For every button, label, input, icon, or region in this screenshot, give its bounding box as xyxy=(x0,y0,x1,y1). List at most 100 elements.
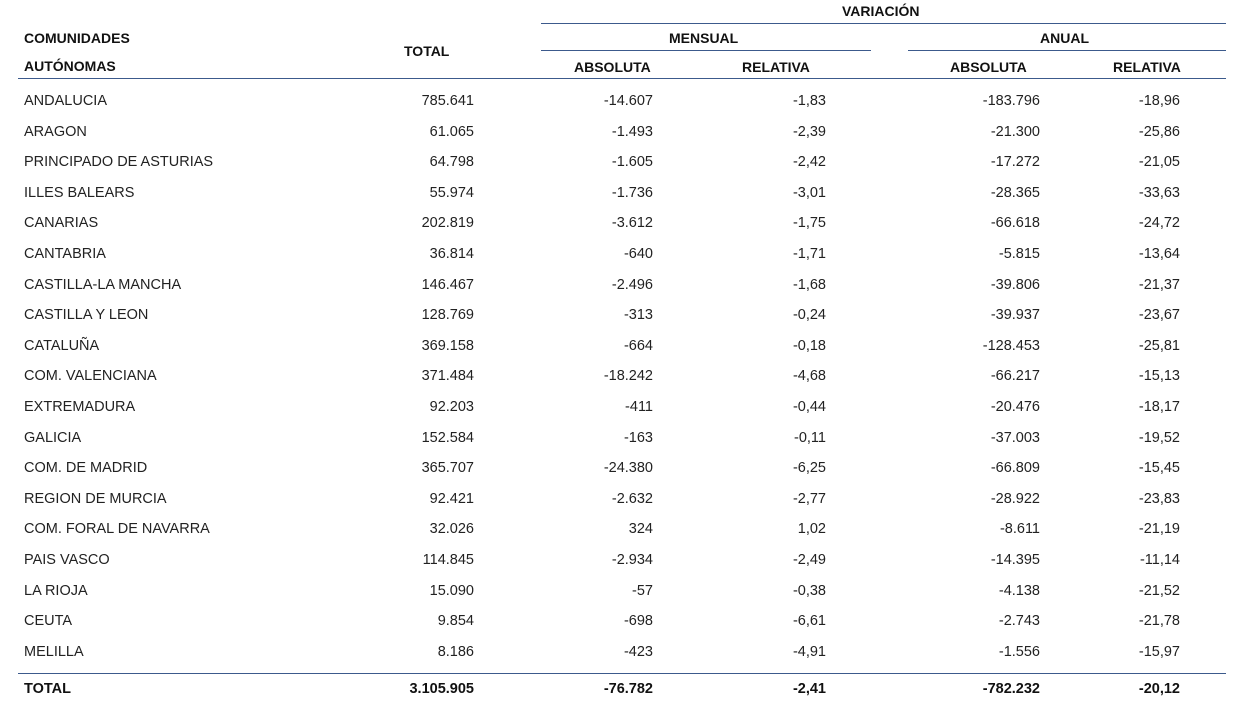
table-row: CASTILLA Y LEON 128.769 -313 -0,24 -39.937 -2… xyxy=(0,302,1250,332)
rule-header-bottom xyxy=(18,78,1226,79)
cell-mensual-relativa: -0,18 xyxy=(792,337,826,354)
cell-mensual-absoluta: -18.242 xyxy=(603,368,653,385)
cell-anual-relativa: -21,19 xyxy=(1138,521,1180,538)
cell-anual-relativa: -18,96 xyxy=(1138,93,1180,109)
cell-anual-absoluta: -39.806 xyxy=(990,276,1040,293)
cell-mensual-relativa: -3,01 xyxy=(792,184,826,201)
table-row: CEUTA 9.854 -698 -6,61 -2.743 -21,78 xyxy=(0,608,1250,638)
cell-total: 128.769 xyxy=(421,307,474,324)
cell-name: CATALUÑA xyxy=(24,337,100,354)
cell-mensual-absoluta: -14.607 xyxy=(603,93,653,109)
cell-name: LA RIOJA xyxy=(24,582,88,599)
cell-anual-absoluta: -128.453 xyxy=(982,337,1040,354)
cell-total: 64.798 xyxy=(429,154,474,171)
cell-mensual-absoluta: -423 xyxy=(623,643,653,660)
header-mensual-absoluta: ABSOLUTA xyxy=(574,59,651,75)
table-row: EXTREMADURA 92.203 -411 -0,44 -20.476 -18,17 xyxy=(0,394,1250,424)
cell-anual-absoluta: -66.618 xyxy=(990,215,1040,232)
cell-name: PRINCIPADO DE ASTURIAS xyxy=(24,154,214,171)
cell-mensual-absoluta: -3.612 xyxy=(611,215,653,232)
cell-mensual-relativa: -6,25 xyxy=(792,460,826,477)
cell-anual-relativa: -25,81 xyxy=(1138,337,1180,354)
cell-mensual-relativa: -0,38 xyxy=(792,582,826,599)
total-mensual-relativa: -2,41 xyxy=(792,681,826,697)
cell-mensual-absoluta: -24.380 xyxy=(603,460,653,477)
cell-anual-relativa: -15,13 xyxy=(1138,368,1180,385)
table-row: CASTILLA-LA MANCHA 146.467 -2.496 -1,68 -39.… xyxy=(0,272,1250,302)
rule-anual xyxy=(908,50,1226,51)
cell-anual-relativa: -18,17 xyxy=(1138,399,1180,415)
cell-anual-relativa: -25,86 xyxy=(1138,123,1180,140)
cell-anual-relativa: -23,67 xyxy=(1138,307,1180,324)
cell-anual-relativa: -11,14 xyxy=(1139,552,1180,568)
cell-mensual-relativa: -1,71 xyxy=(792,246,826,262)
header-autonomas: AUTÓNOMAS xyxy=(24,58,116,74)
cell-mensual-absoluta: -640 xyxy=(623,246,653,262)
cell-total: 9.854 xyxy=(437,613,474,630)
cell-mensual-relativa: -0,44 xyxy=(792,399,826,415)
header-mensual: MENSUAL xyxy=(669,30,739,46)
cell-anual-absoluta: -2.743 xyxy=(998,613,1040,630)
cell-anual-absoluta: -39.937 xyxy=(990,307,1040,324)
cell-mensual-absoluta: -664 xyxy=(623,337,653,354)
header-comunidades: COMUNIDADES xyxy=(24,30,130,46)
header-total: TOTAL xyxy=(404,43,450,59)
cell-mensual-absoluta: -2.934 xyxy=(611,552,653,568)
cell-anual-absoluta: -5.815 xyxy=(998,246,1040,262)
cell-mensual-relativa: -1,83 xyxy=(792,93,826,109)
total-mensual-absoluta: -76.782 xyxy=(603,681,653,697)
cell-total: 371.484 xyxy=(421,368,474,385)
total-total: 3.105.905 xyxy=(409,681,474,697)
cell-anual-absoluta: -66.217 xyxy=(990,368,1040,385)
cell-mensual-relativa: -0,11 xyxy=(794,429,826,446)
cell-total: 55.974 xyxy=(429,184,474,201)
cell-mensual-absoluta: -411 xyxy=(625,399,653,415)
cell-name: COM. VALENCIANA xyxy=(24,368,157,385)
cell-total: 92.203 xyxy=(429,399,474,415)
table-row: COM. DE MADRID 365.707 -24.380 -6,25 -66.809… xyxy=(0,455,1250,485)
table-row: ARAGON 61.065 -1.493 -2,39 -21.300 -25,86 xyxy=(0,119,1250,149)
cell-name: PAIS VASCO xyxy=(24,552,110,568)
cell-mensual-relativa: -2,42 xyxy=(792,154,826,171)
cell-total: 365.707 xyxy=(421,460,474,477)
cell-mensual-relativa: -2,77 xyxy=(792,490,826,507)
cell-total: 152.584 xyxy=(421,429,474,446)
cell-anual-relativa: -21,37 xyxy=(1138,276,1180,293)
rule-total-top xyxy=(18,673,1226,674)
table-row: LA RIOJA 15.090 -57 -0,38 -4.138 -21,52 xyxy=(0,578,1250,608)
cell-name: CASTILLA-LA MANCHA xyxy=(24,276,182,293)
cell-total: 202.819 xyxy=(421,215,474,232)
cell-mensual-relativa: -2,49 xyxy=(792,552,826,568)
cell-mensual-absoluta: -57 xyxy=(632,582,653,599)
table-row: ANDALUCIA 785.641 -14.607 -1,83 -183.796 -18,… xyxy=(0,88,1250,118)
cell-total: 92.421 xyxy=(429,490,474,507)
cell-total: 61.065 xyxy=(429,123,474,140)
cell-anual-relativa: -21,05 xyxy=(1138,154,1180,171)
cell-name: CANARIAS xyxy=(24,215,99,232)
cell-total: 785.641 xyxy=(421,93,474,109)
cell-anual-absoluta: -28.922 xyxy=(990,490,1040,507)
cell-anual-absoluta: -8.611 xyxy=(999,521,1040,538)
cell-total: 32.026 xyxy=(429,521,474,538)
cell-anual-absoluta: -183.796 xyxy=(982,93,1040,109)
header-anual-relativa: RELATIVA xyxy=(1113,59,1181,75)
table-row: CATALUÑA 369.158 -664 -0,18 -128.453 -25,81 xyxy=(0,333,1250,363)
cell-anual-absoluta: -37.003 xyxy=(990,429,1040,446)
cell-mensual-relativa: -1,68 xyxy=(792,276,826,293)
rule-variacion xyxy=(541,23,1226,24)
cell-anual-relativa: -24,72 xyxy=(1138,215,1180,232)
cell-mensual-absoluta: 324 xyxy=(628,521,653,538)
cell-mensual-relativa: 1,02 xyxy=(797,521,826,538)
cell-mensual-absoluta: -1.736 xyxy=(611,184,653,201)
cell-anual-relativa: -21,52 xyxy=(1138,582,1180,599)
header-variacion: VARIACIÓN xyxy=(842,3,920,19)
cell-mensual-absoluta: -1.605 xyxy=(611,154,653,171)
cell-anual-relativa: -21,78 xyxy=(1138,613,1180,630)
cell-mensual-absoluta: -1.493 xyxy=(611,123,653,140)
table-row: GALICIA 152.584 -163 -0,11 -37.003 -19,52 xyxy=(0,425,1250,455)
cell-name: COM. DE MADRID xyxy=(24,460,148,477)
cell-mensual-relativa: -0,24 xyxy=(792,307,826,324)
header-mensual-relativa: RELATIVA xyxy=(742,59,810,75)
cell-anual-relativa: -33,63 xyxy=(1138,184,1180,201)
cell-mensual-relativa: -1,75 xyxy=(792,215,826,232)
